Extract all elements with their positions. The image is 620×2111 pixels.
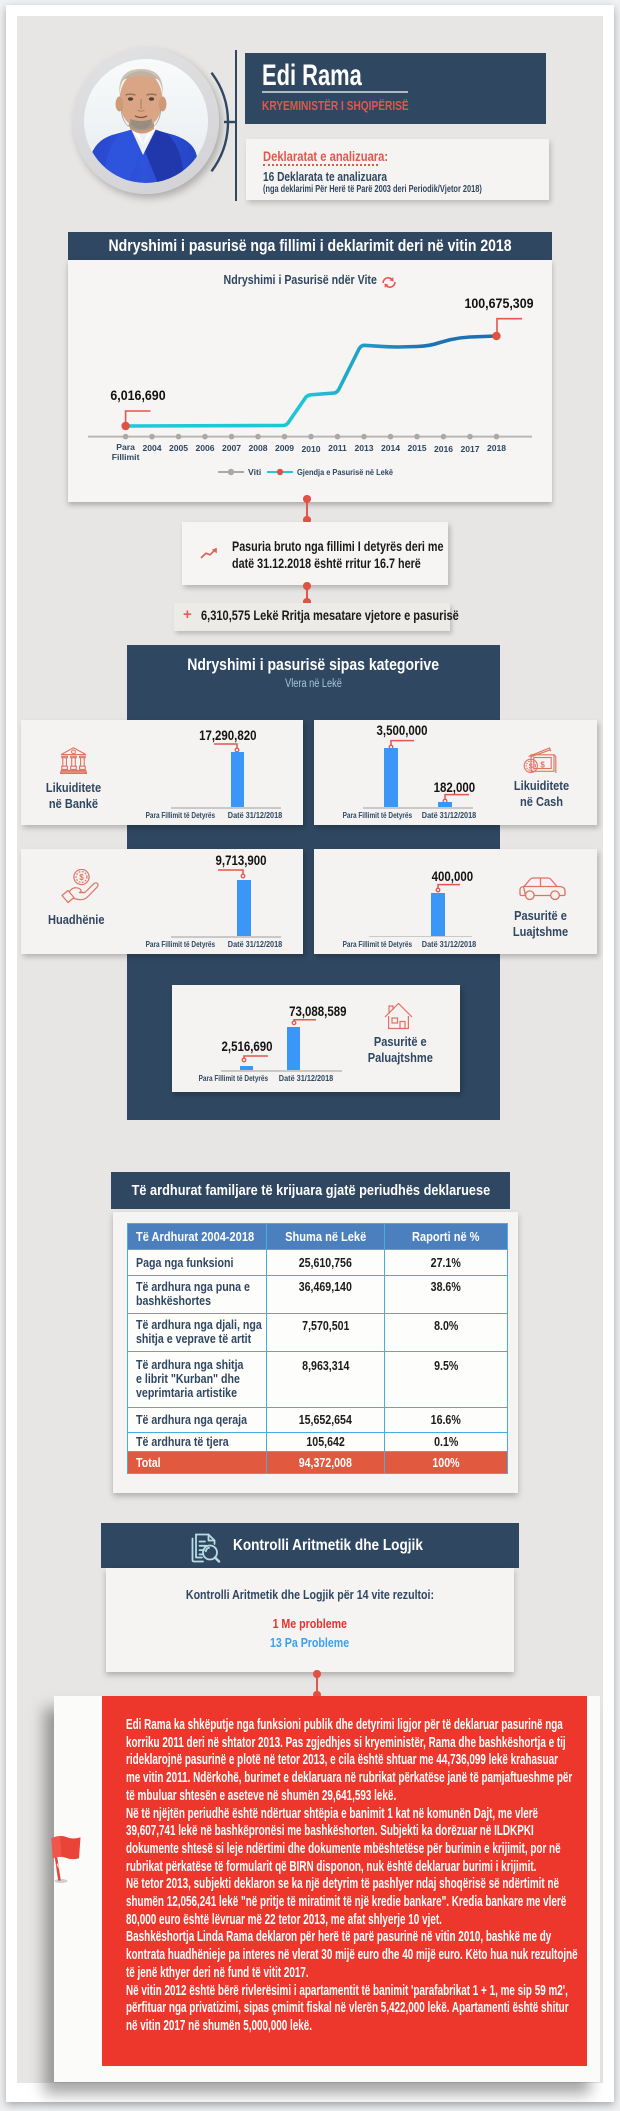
svg-text:2013: 2013 — [354, 443, 373, 453]
svg-text:Viti: Viti — [248, 467, 261, 477]
svg-text:6,016,690: 6,016,690 — [110, 388, 165, 404]
svg-text:$: $ — [529, 761, 534, 770]
svg-text:Fillimit: Fillimit — [112, 452, 140, 462]
svg-text:2010: 2010 — [301, 444, 320, 454]
svg-text:2014: 2014 — [381, 443, 400, 453]
svg-text:100,675,309: 100,675,309 — [464, 296, 533, 312]
svg-text:2018: 2018 — [487, 443, 506, 453]
svg-text:2007: 2007 — [222, 443, 241, 453]
svg-text:2006: 2006 — [195, 443, 214, 453]
svg-text:$: $ — [540, 761, 545, 770]
svg-text:2004: 2004 — [142, 443, 161, 453]
svg-text:Gjendja e Pasurisë në Lekë: Gjendja e Pasurisë në Lekë — [297, 467, 393, 477]
svg-text:2009: 2009 — [275, 443, 294, 453]
svg-text:2015: 2015 — [407, 443, 426, 453]
svg-text:Para: Para — [116, 442, 135, 452]
svg-text:$: $ — [79, 873, 84, 882]
svg-text:2008: 2008 — [248, 443, 267, 453]
svg-text:2017: 2017 — [460, 444, 479, 454]
svg-text:2011: 2011 — [328, 443, 347, 453]
svg-text:2005: 2005 — [169, 443, 188, 453]
svg-text:2016: 2016 — [434, 444, 453, 454]
